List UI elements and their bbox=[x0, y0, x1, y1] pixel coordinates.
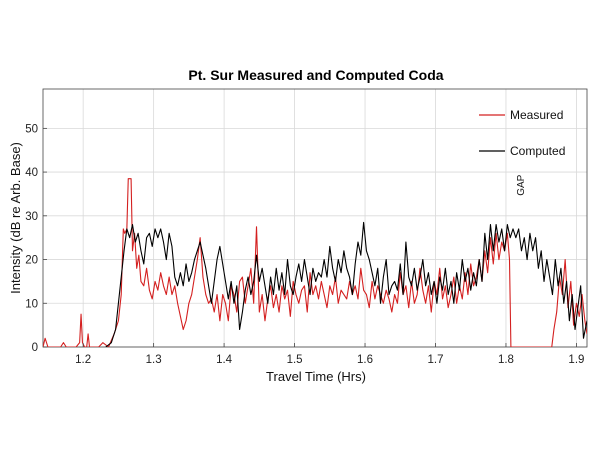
plot-frame bbox=[42, 88, 588, 348]
series-line-measured bbox=[43, 178, 587, 347]
legend: Measured Computed bbox=[479, 108, 565, 158]
y-axis-label: Intensity (dB re Arb. Base) bbox=[8, 142, 23, 294]
legend-label-measured: Measured bbox=[510, 108, 563, 122]
annotations: GAP bbox=[516, 174, 527, 195]
y-tick-label: 30 bbox=[25, 211, 38, 223]
x-tick-label: 1.3 bbox=[146, 354, 162, 366]
tick-labels: 1.2 1.3 1.4 1.5 1.6 1.7 1.8 1.9 0 10 20 30 40 50 bbox=[25, 123, 584, 366]
y-tick-label: 0 bbox=[32, 342, 38, 354]
y-tick-label: 20 bbox=[25, 255, 38, 267]
x-tick-label: 1.8 bbox=[498, 354, 514, 366]
y-tick-label: 50 bbox=[25, 123, 38, 135]
x-tick-label: 1.6 bbox=[357, 354, 373, 366]
legend-label-computed: Computed bbox=[510, 144, 565, 158]
chart-title: Pt. Sur Measured and Computed Coda bbox=[188, 67, 443, 83]
series-layer bbox=[43, 178, 587, 347]
x-tick-label: 1.5 bbox=[287, 354, 303, 366]
x-tick-label: 1.9 bbox=[568, 354, 584, 366]
y-tick-label: 40 bbox=[25, 167, 38, 179]
x-tick-label: 1.4 bbox=[216, 354, 233, 366]
x-tick-label: 1.2 bbox=[75, 354, 91, 366]
gap-annotation: GAP bbox=[516, 174, 527, 195]
series-line-computed bbox=[105, 221, 587, 347]
x-axis-label: Travel Time (Hrs) bbox=[266, 369, 366, 384]
y-tick-label: 10 bbox=[25, 298, 38, 310]
x-tick-label: 1.7 bbox=[427, 354, 443, 366]
